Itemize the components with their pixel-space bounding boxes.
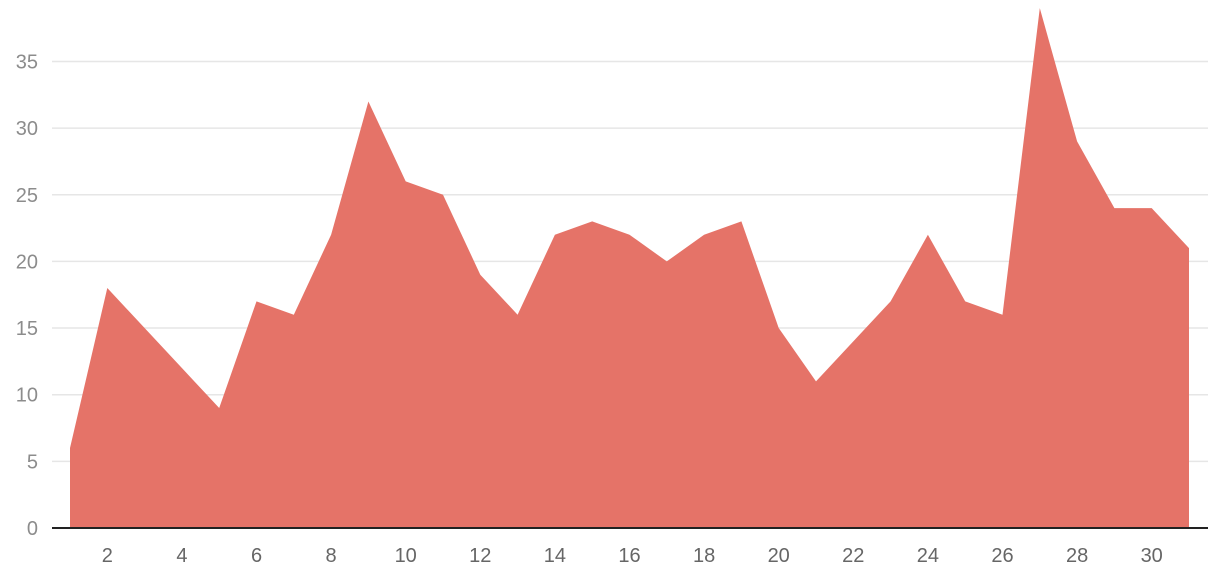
y-tick-label: 15 [16, 318, 38, 340]
y-tick-label: 0 [27, 518, 38, 540]
x-tick-label: 16 [618, 545, 640, 567]
x-tick-label: 22 [842, 545, 864, 567]
y-tick-label: 5 [27, 451, 38, 473]
y-tick-label: 20 [16, 251, 38, 273]
x-tick-label: 30 [1141, 545, 1163, 567]
x-tick-label: 12 [469, 545, 491, 567]
y-tick-label: 10 [16, 385, 38, 407]
x-tick-label: 14 [544, 545, 566, 567]
x-tick-label: 8 [326, 545, 337, 567]
x-tick-label: 10 [395, 545, 417, 567]
x-tick-label: 4 [176, 545, 187, 567]
y-tick-label: 30 [16, 118, 38, 140]
x-tick-label: 6 [251, 545, 262, 567]
x-tick-label: 28 [1066, 545, 1088, 567]
area-series [70, 8, 1189, 528]
x-tick-label: 20 [768, 545, 790, 567]
x-tick-label: 2 [102, 545, 113, 567]
x-tick-label: 24 [917, 545, 939, 567]
x-tick-label: 26 [991, 545, 1013, 567]
y-tick-label: 25 [16, 185, 38, 207]
x-tick-label: 18 [693, 545, 715, 567]
area-fill [70, 8, 1189, 528]
y-tick-label: 35 [16, 51, 38, 73]
